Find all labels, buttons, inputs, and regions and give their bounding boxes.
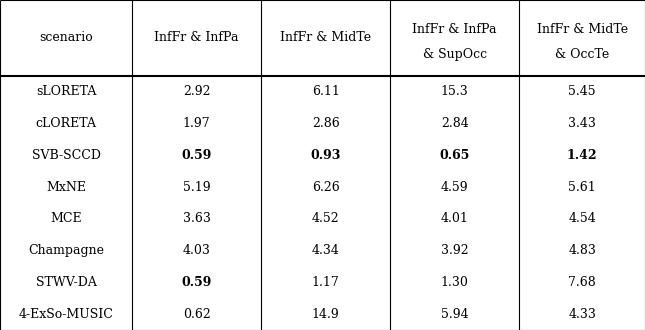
Text: 0.59: 0.59	[181, 276, 212, 289]
Text: cLORETA: cLORETA	[35, 117, 97, 130]
Text: 1.17: 1.17	[312, 276, 340, 289]
Text: 5.94: 5.94	[441, 308, 468, 321]
Text: 4-ExSo-MUSIC: 4-ExSo-MUSIC	[19, 308, 114, 321]
Text: 3.43: 3.43	[568, 117, 596, 130]
Text: 4.34: 4.34	[312, 244, 340, 257]
Text: 0.62: 0.62	[183, 308, 211, 321]
Text: & OccTe: & OccTe	[555, 48, 610, 61]
Text: InfFr & InfPa: InfFr & InfPa	[412, 23, 497, 36]
Text: Champagne: Champagne	[28, 244, 104, 257]
Text: 6.26: 6.26	[312, 181, 340, 194]
Text: InfFr & MidTe: InfFr & MidTe	[280, 31, 372, 45]
Text: MxNE: MxNE	[46, 181, 86, 194]
Text: 14.9: 14.9	[312, 308, 340, 321]
Text: 4.52: 4.52	[312, 212, 339, 225]
Text: 0.59: 0.59	[181, 149, 212, 162]
Text: 2.92: 2.92	[183, 85, 210, 98]
Text: 1.30: 1.30	[441, 276, 469, 289]
Text: InfFr & MidTe: InfFr & MidTe	[537, 23, 628, 36]
Text: 2.86: 2.86	[312, 117, 340, 130]
Text: scenario: scenario	[39, 31, 93, 45]
Text: 0.93: 0.93	[310, 149, 341, 162]
Text: 2.84: 2.84	[441, 117, 469, 130]
Text: InfFr & InfPa: InfFr & InfPa	[154, 31, 239, 45]
Text: 6.11: 6.11	[312, 85, 340, 98]
Text: 4.03: 4.03	[183, 244, 211, 257]
Text: 5.45: 5.45	[568, 85, 596, 98]
Text: sLORETA: sLORETA	[36, 85, 96, 98]
Text: 7.68: 7.68	[568, 276, 596, 289]
Text: 0.65: 0.65	[439, 149, 470, 162]
Text: 4.01: 4.01	[441, 212, 469, 225]
Text: 15.3: 15.3	[441, 85, 469, 98]
Text: 3.92: 3.92	[441, 244, 468, 257]
Text: 1.97: 1.97	[183, 117, 210, 130]
Text: 4.54: 4.54	[568, 212, 596, 225]
Text: SVB-SCCD: SVB-SCCD	[32, 149, 101, 162]
Text: 1.42: 1.42	[567, 149, 597, 162]
Text: & SupOcc: & SupOcc	[422, 48, 487, 61]
Text: STWV-DA: STWV-DA	[35, 276, 97, 289]
Text: 5.61: 5.61	[568, 181, 596, 194]
Text: MCE: MCE	[50, 212, 82, 225]
Text: 5.19: 5.19	[183, 181, 210, 194]
Text: 4.59: 4.59	[441, 181, 468, 194]
Text: 3.63: 3.63	[183, 212, 211, 225]
Text: 4.83: 4.83	[568, 244, 596, 257]
Text: 4.33: 4.33	[568, 308, 596, 321]
